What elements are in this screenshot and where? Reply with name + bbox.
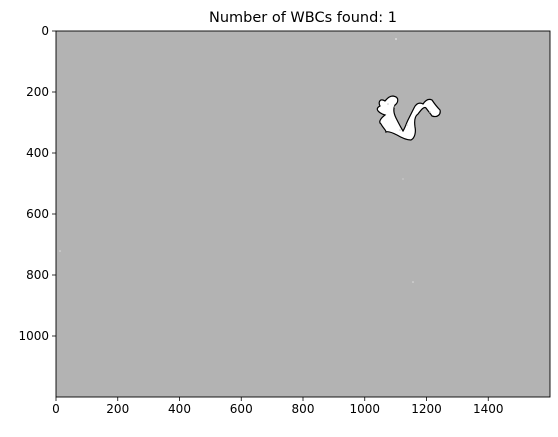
y-tick-label: 600 [26,207,49,221]
y-tick-label: 400 [26,146,49,160]
x-axis: 0 200 400 600 800 1000 1200 1400 [52,397,504,416]
image-area [56,31,550,397]
chart-title: Number of WBCs found: 1 [209,10,397,26]
x-tick-label: 400 [168,402,191,416]
y-tick-label: 0 [41,24,49,38]
x-tick-label: 1400 [473,402,504,416]
x-tick-label: 1000 [349,402,380,416]
x-tick-label: 800 [292,402,315,416]
y-axis: 0 200 400 600 800 1000 [18,24,56,343]
x-tick-label: 1200 [411,402,442,416]
y-tick-label: 1000 [18,329,49,343]
y-tick-label: 200 [26,85,49,99]
image-specks [59,38,414,283]
y-tick-label: 800 [26,268,49,282]
x-tick-label: 200 [106,402,129,416]
x-tick-label: 0 [52,402,60,416]
wbc-blob [376,95,441,141]
x-tick-label: 600 [230,402,253,416]
